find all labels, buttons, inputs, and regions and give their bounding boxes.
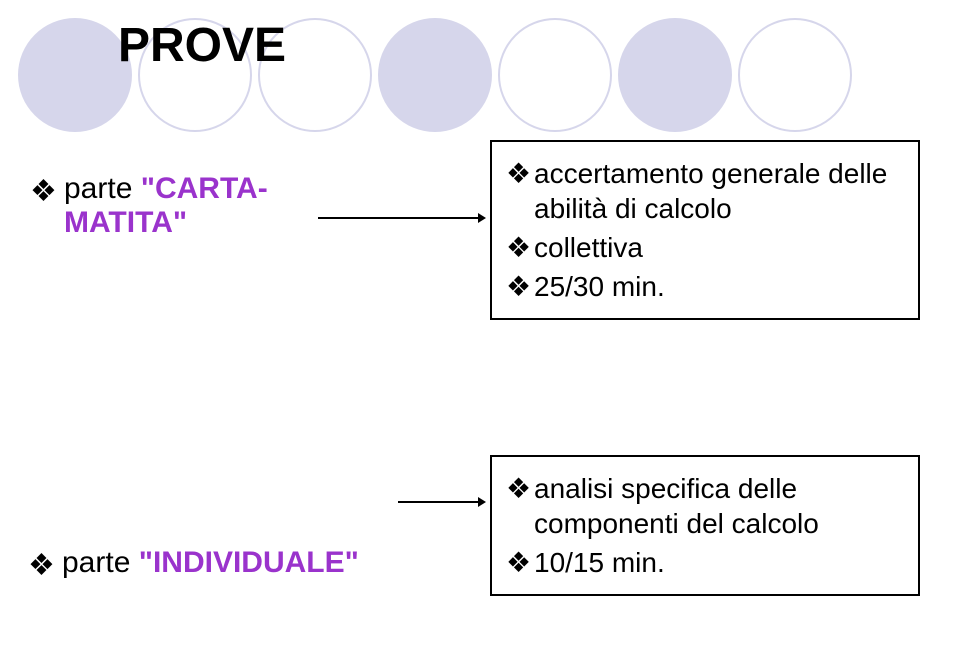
deco-circle-5 [618, 18, 732, 132]
box-top: accertamento generale delle abilità di c… [490, 140, 920, 320]
arrow-top [318, 210, 498, 226]
slide-title: PROVE [118, 18, 286, 73]
box-top-item-2: 25/30 min. [506, 269, 900, 304]
slide: PROVE parte "CARTA-MATITA" parte "INDIVI… [0, 0, 959, 659]
box-bottom: analisi specifica delle componenti del c… [490, 455, 920, 596]
left-label-carta-prefix: parte [64, 172, 141, 205]
left-label-individuale: parte "INDIVIDUALE" [28, 546, 388, 580]
arrow-bottom [398, 494, 498, 510]
left-label-indiv-em: "INDIVIDUALE" [139, 546, 359, 579]
deco-circle-3 [378, 18, 492, 132]
box-top-item-1: collettiva [506, 230, 900, 265]
box-top-list: accertamento generale delle abilità di c… [506, 156, 900, 304]
left-label-indiv-prefix: parte [62, 546, 139, 579]
deco-circle-6 [738, 18, 852, 132]
left-label-carta: parte "CARTA-MATITA" [30, 172, 320, 240]
box-bottom-item-0: analisi specifica delle componenti del c… [506, 471, 900, 541]
deco-circle-0 [18, 18, 132, 132]
deco-circle-4 [498, 18, 612, 132]
box-bottom-list: analisi specifica delle componenti del c… [506, 471, 900, 580]
box-bottom-item-1: 10/15 min. [506, 545, 900, 580]
box-top-item-0: accertamento generale delle abilità di c… [506, 156, 900, 226]
